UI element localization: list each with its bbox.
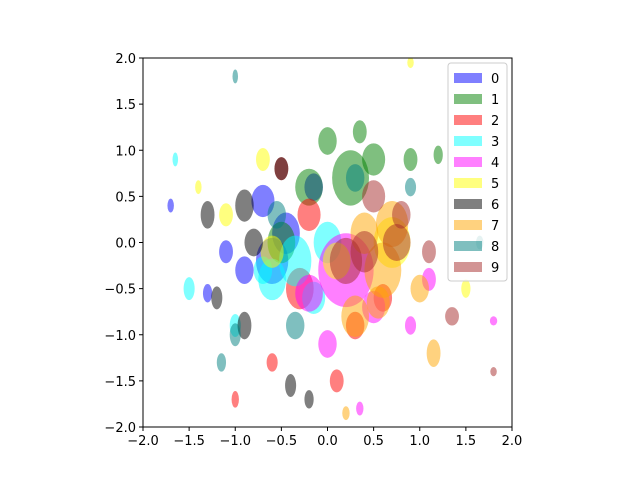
legend-label: 1 <box>491 93 499 108</box>
x-tick-label: 0.5 <box>363 434 384 449</box>
ellipse-mark <box>318 330 337 358</box>
ellipse-mark <box>297 198 321 231</box>
legend-label: 5 <box>491 177 499 192</box>
legend-swatch <box>454 157 482 167</box>
y-tick-label: −1.0 <box>104 329 136 344</box>
ellipse-mark <box>304 390 314 409</box>
x-tick-label: −2.0 <box>127 434 159 449</box>
y-tick-label: 0.5 <box>115 190 136 205</box>
ellipse-mark <box>229 323 241 347</box>
y-tick-label: 0.0 <box>115 237 136 252</box>
y-tick-label: −2.0 <box>104 421 136 436</box>
x-tick-label: 2.0 <box>502 434 523 449</box>
ellipse-mark <box>285 311 305 340</box>
ellipse-mark <box>362 180 386 213</box>
ellipse-mark <box>426 339 441 368</box>
y-tick-label: −0.5 <box>104 283 136 298</box>
ellipse-mark <box>366 286 390 319</box>
ellipse-mark <box>490 367 497 377</box>
ellipse-mark <box>256 147 270 172</box>
ellipse-mark <box>489 316 498 326</box>
ellipse-mark <box>232 69 239 84</box>
plot-area <box>167 58 498 421</box>
legend-swatch <box>454 199 482 209</box>
legend-label: 6 <box>491 198 499 213</box>
legend-label: 9 <box>491 261 499 276</box>
legend-swatch <box>454 94 482 104</box>
ellipse-mark <box>382 224 411 261</box>
ellipse-mark <box>167 198 174 213</box>
ellipse-mark <box>266 353 278 372</box>
legend-swatch <box>454 115 482 125</box>
ellipse-mark <box>235 256 254 285</box>
ellipse-mark <box>407 58 414 69</box>
ellipse-mark <box>422 240 436 264</box>
ellipse-mark <box>231 391 239 408</box>
ellipse-mark <box>433 145 443 165</box>
legend-label: 2 <box>491 114 499 129</box>
ellipse-mark <box>211 286 223 310</box>
ellipse-mark <box>244 228 263 257</box>
legend-label: 3 <box>491 135 499 150</box>
y-tick-label: 1.5 <box>115 98 136 113</box>
x-tick-label: −1.0 <box>219 434 251 449</box>
ellipse-mark <box>260 235 284 268</box>
ellipse-mark <box>356 401 364 416</box>
ellipse-mark <box>403 147 418 172</box>
ellipse-mark <box>329 369 344 393</box>
ellipse-mark <box>202 284 213 303</box>
ellipse-mark <box>404 316 417 335</box>
ellipse-mark <box>216 353 227 372</box>
legend-swatch <box>454 136 482 146</box>
legend-swatch <box>454 73 482 83</box>
ellipse-mark <box>235 189 254 222</box>
ellipse-mark <box>352 120 367 144</box>
ellipse-mark <box>342 406 350 421</box>
x-tick-label: −0.5 <box>266 434 298 449</box>
ellipse-mark <box>295 274 323 312</box>
ellipse-mark <box>267 200 286 229</box>
ellipse-mark <box>345 164 365 192</box>
ellipse-mark <box>195 180 202 195</box>
ellipse-mark <box>404 177 417 197</box>
y-tick-label: 2.0 <box>115 52 136 67</box>
x-tick-label: 1.0 <box>409 434 430 449</box>
ellipse-mark <box>172 152 179 167</box>
legend-label: 8 <box>491 240 499 255</box>
legend-swatch <box>454 220 482 230</box>
y-tick-label: 1.0 <box>115 144 136 159</box>
ellipse-mark <box>341 295 370 338</box>
ellipse-mark <box>219 203 233 227</box>
ellipse-mark <box>461 279 471 298</box>
ellipse-mark <box>392 200 411 229</box>
legend-label: 4 <box>491 156 499 171</box>
y-tick-label: −1.5 <box>104 375 136 390</box>
ellipse-mark <box>362 143 386 176</box>
ellipse-mark <box>219 240 233 264</box>
legend-label: 7 <box>491 219 499 234</box>
x-tick-label: 1.5 <box>456 434 477 449</box>
ellipse-mark <box>183 277 195 301</box>
legend-swatch <box>454 262 482 272</box>
ellipse-mark <box>295 168 323 206</box>
ellipse-mark <box>318 127 337 155</box>
ellipse-mark <box>350 230 379 273</box>
ellipse-mark <box>237 311 252 340</box>
x-tick-label: −1.5 <box>173 434 205 449</box>
ellipse-mark <box>279 235 312 287</box>
ellipse-mark <box>285 373 297 398</box>
x-tick-label: 0.0 <box>317 434 338 449</box>
legend-swatch <box>454 241 482 251</box>
ellipse-mark <box>410 274 429 303</box>
legend-label: 0 <box>491 72 499 87</box>
ellipse-mark <box>274 157 289 181</box>
ellipse-mark <box>200 200 215 229</box>
legend-swatch <box>454 178 482 188</box>
ellipse-mark <box>445 307 459 326</box>
